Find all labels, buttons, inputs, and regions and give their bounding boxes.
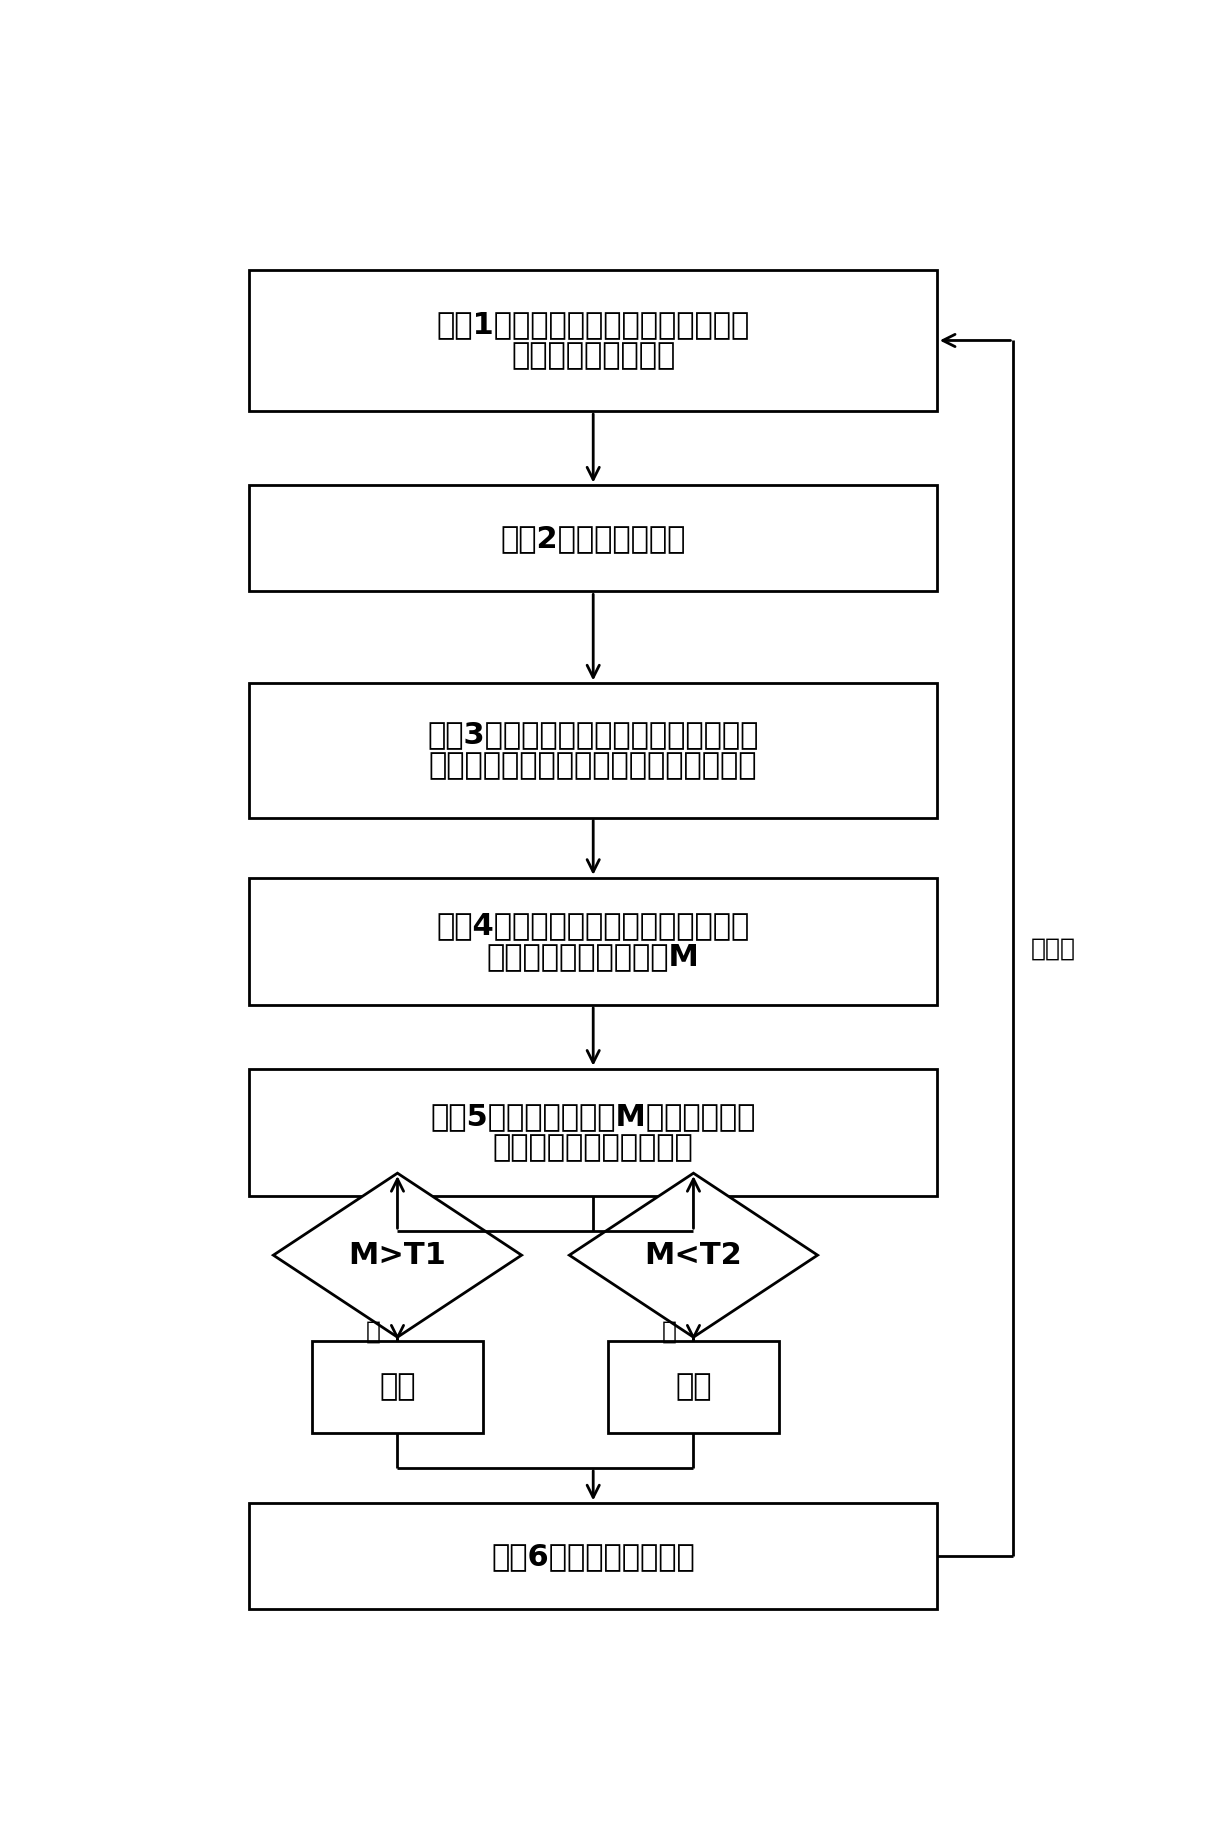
Text: 的像素值之和的平均值M: 的像素值之和的平均值M (487, 942, 700, 971)
Bar (250, 1504, 936, 1610)
Bar (250, 683, 936, 817)
Bar (250, 878, 936, 1004)
Text: 步骤2：进行背景建模: 步骤2：进行背景建模 (500, 523, 686, 553)
Text: 并提取其的边缘图像: 并提取其的边缘图像 (511, 341, 675, 371)
Bar (250, 270, 936, 411)
Bar (250, 1069, 936, 1195)
Text: M>T1: M>T1 (349, 1241, 446, 1271)
Text: 进行车辆存在与否的检测: 进行车辆存在与否的检测 (493, 1133, 694, 1162)
Bar (607, 1340, 780, 1432)
Bar (312, 1340, 483, 1432)
Text: 无车: 无车 (675, 1371, 712, 1401)
Bar (250, 485, 936, 591)
Polygon shape (274, 1173, 521, 1337)
Text: 缘图像作差值，得到运动车辆的边缘图像: 缘图像作差值，得到运动车辆的边缘图像 (429, 751, 758, 780)
Polygon shape (569, 1173, 818, 1337)
Text: M<T2: M<T2 (644, 1241, 743, 1271)
Text: 下一帧: 下一帧 (1030, 936, 1076, 960)
Text: 步骤1：对视频帧图像进行灰度化处理: 步骤1：对视频帧图像进行灰度化处理 (436, 310, 750, 340)
Text: 是: 是 (366, 1320, 381, 1344)
Text: 步骤3：当前帧图像的边缘图像与背景边: 步骤3：当前帧图像的边缘图像与背景边 (428, 720, 759, 749)
Text: 是: 是 (662, 1320, 678, 1344)
Text: 步骤5：对所述平均值M采用双阈值法: 步骤5：对所述平均值M采用双阈值法 (430, 1102, 756, 1131)
Text: 有车: 有车 (379, 1371, 415, 1401)
Text: 步骤6：进行车流量统计: 步骤6：进行车流量统计 (492, 1542, 695, 1572)
Text: 步骤4：求取所述运动车辆的边缘图像: 步骤4：求取所述运动车辆的边缘图像 (436, 911, 750, 940)
